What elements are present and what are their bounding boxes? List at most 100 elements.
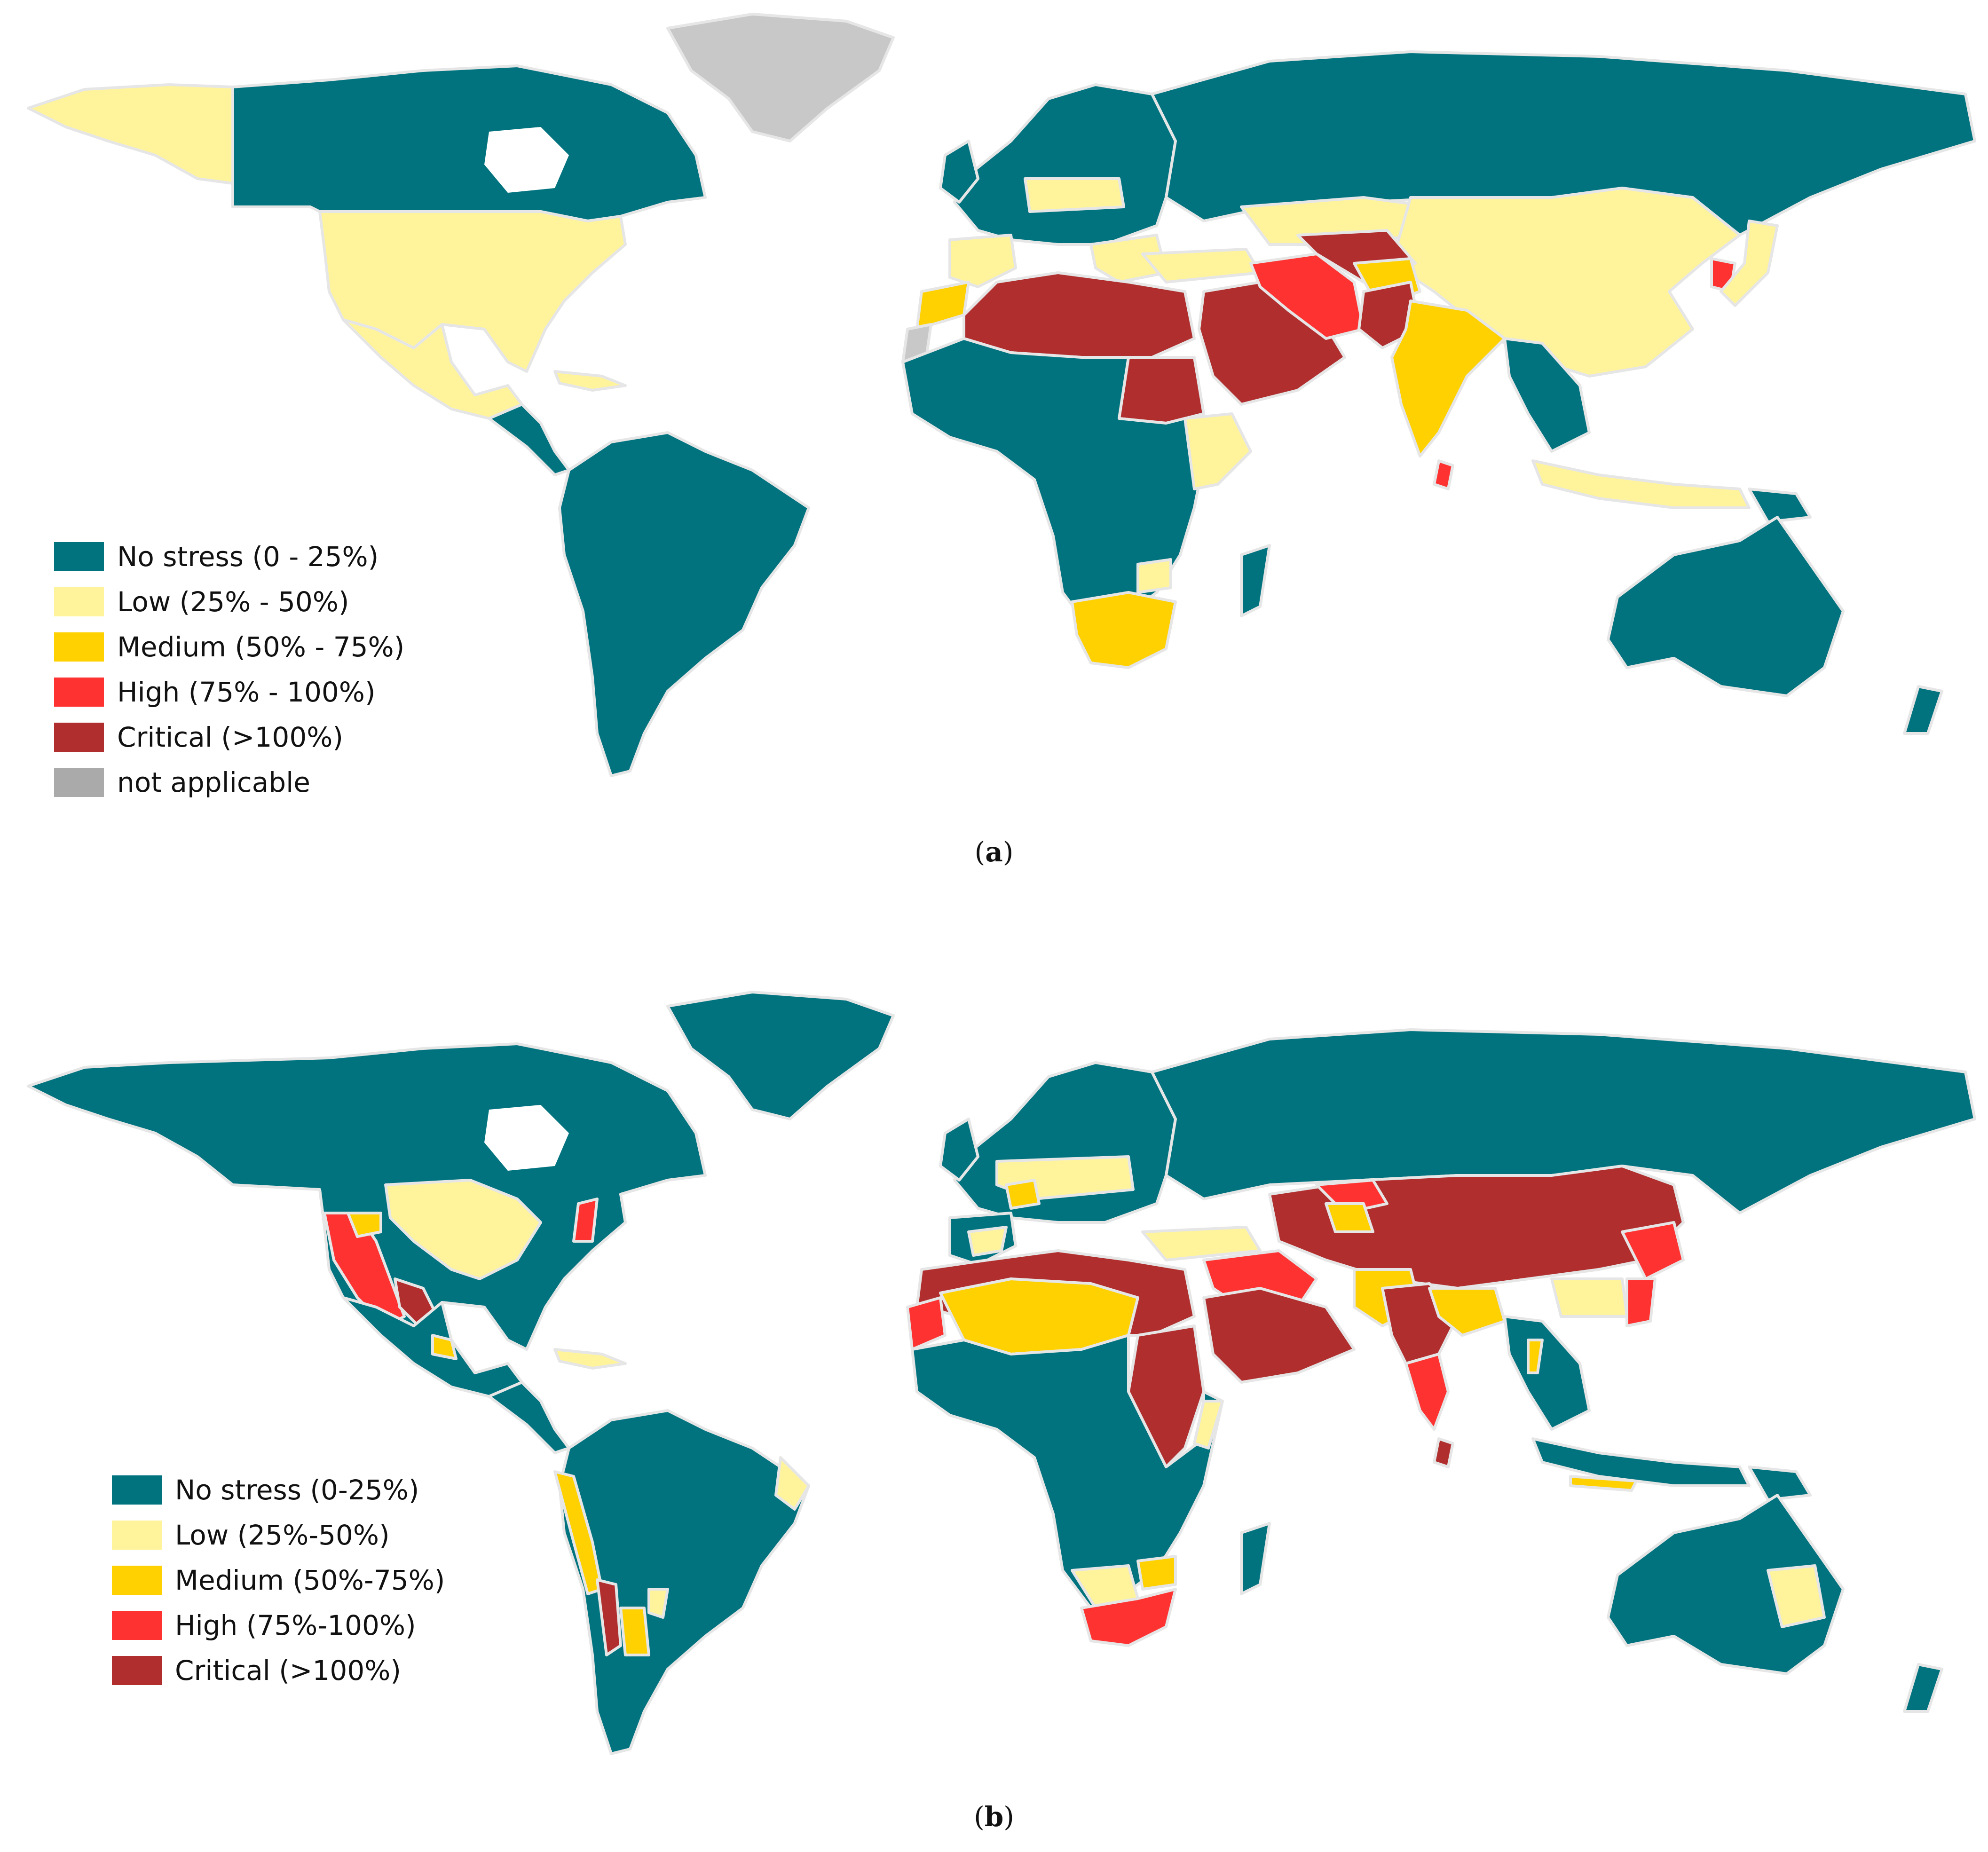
legend-label: not applicable [117,766,310,798]
west-africa-high [906,1296,947,1351]
brazil-east-low [774,1456,810,1511]
legend-swatch [112,1475,162,1505]
china-high [1621,1221,1685,1280]
australia [1607,516,1845,697]
legend-item: not applicable [54,760,404,805]
japan [1720,220,1779,307]
europe [953,1061,1177,1224]
us-west-medium [347,1212,382,1238]
iberia [948,234,1017,288]
legend-label: High (75%-100%) [175,1609,416,1641]
panel-b: No stress (0-25%) Low (25%-50%) Medium (… [0,978,1988,1852]
madagascar [1240,544,1271,617]
sub-saharan-africa [901,337,1205,631]
legend-label: Medium (50%-75%) [175,1564,445,1596]
legend-item: No stress (0 - 25%) [54,534,404,579]
legend-item: No stress (0-25%) [112,1467,445,1513]
iberia-low [967,1226,1008,1257]
south-america [558,1409,810,1755]
new-zealand [1903,685,1943,735]
uk [939,1118,979,1182]
arabia-critical [1202,1287,1356,1384]
zimbabwe [1136,558,1172,594]
india-south-high [1404,1353,1450,1431]
turkey [1141,248,1262,284]
legend-swatch [54,542,104,571]
balkans-low [1089,234,1168,284]
legend-label: High (75% - 100%) [117,676,376,708]
morocco [915,281,970,331]
south-africa-high [1080,1588,1177,1647]
southeast-asia [1503,1315,1591,1431]
caption-letter: a [985,836,1003,868]
legend-swatch [112,1521,162,1550]
central-america [488,1381,570,1454]
sri-lanka [1433,459,1454,490]
legend-swatch [54,632,104,662]
madagascar [1240,1522,1271,1595]
legend-label: Critical (>100%) [117,721,343,753]
legend-swatch [112,1611,162,1640]
greenland [666,991,895,1120]
legend-label: Medium (50% - 75%) [117,631,405,663]
java-medium [1569,1475,1638,1492]
central-europe-low [1024,177,1125,213]
legend-swatch [54,587,104,616]
indonesia [1531,1437,1751,1487]
usa [318,210,627,373]
east-africa-low [1193,1400,1224,1450]
india [1390,299,1506,457]
us-plains-low [384,1179,542,1280]
east-africa-low [1183,412,1252,490]
sudan [1118,356,1205,425]
south-america [558,431,810,777]
legend-item: Medium (50%-75%) [112,1558,445,1603]
legend-label: No stress (0 - 25%) [117,541,379,573]
legend-item: Low (25% - 50%) [54,579,404,624]
murray-darling-low [1767,1564,1826,1628]
caption-b: (b) [974,1801,1014,1833]
mekong-medium [1527,1339,1544,1374]
china-south-low [1550,1277,1628,1318]
uk [939,140,979,204]
legend-swatch [54,723,104,752]
mexico [342,318,523,420]
southern-africa-medium [1136,1555,1177,1591]
south-africa [1071,591,1177,669]
legend-label: Low (25% - 50%) [117,586,349,618]
legend-label: No stress (0-25%) [175,1474,419,1506]
legend-label: Critical (>100%) [175,1655,401,1687]
legend-item: Critical (>100%) [112,1648,445,1693]
europe-medium [1005,1179,1041,1210]
chile-critical [596,1578,622,1656]
greenland [666,13,895,142]
legend-item: Medium (50% - 75%) [54,624,404,670]
world-map-basin-level [27,991,1976,1755]
hudson-bay [484,127,569,193]
australia [1607,1494,1845,1675]
papua [1748,1466,1812,1501]
caribbean [553,1348,627,1370]
argentina-medium [619,1607,650,1656]
legend-item: High (75%-100%) [112,1603,445,1648]
sri-lanka [1433,1437,1454,1468]
russia [1151,1028,1976,1214]
mexico-medium [431,1334,458,1360]
china-high-east [1625,1277,1657,1327]
alaska [27,83,234,185]
us-east-high [572,1198,599,1243]
turkey-low [1141,1226,1262,1261]
caption-letter: b [984,1801,1004,1833]
legend-label: Low (25%-50%) [175,1519,390,1551]
canada [231,64,707,222]
legend-b: No stress (0-25%) Low (25%-50%) Medium (… [112,1467,445,1693]
papua [1748,488,1812,523]
caption-a: (a) [974,836,1014,868]
legend-swatch [112,1566,162,1595]
legend-swatch [112,1656,162,1685]
central-asia-medium [1325,1202,1374,1233]
legend-swatch [54,678,104,707]
argentina-low [647,1588,669,1619]
sub-saharan-africa [911,1334,1224,1609]
legend-swatch [54,768,104,797]
